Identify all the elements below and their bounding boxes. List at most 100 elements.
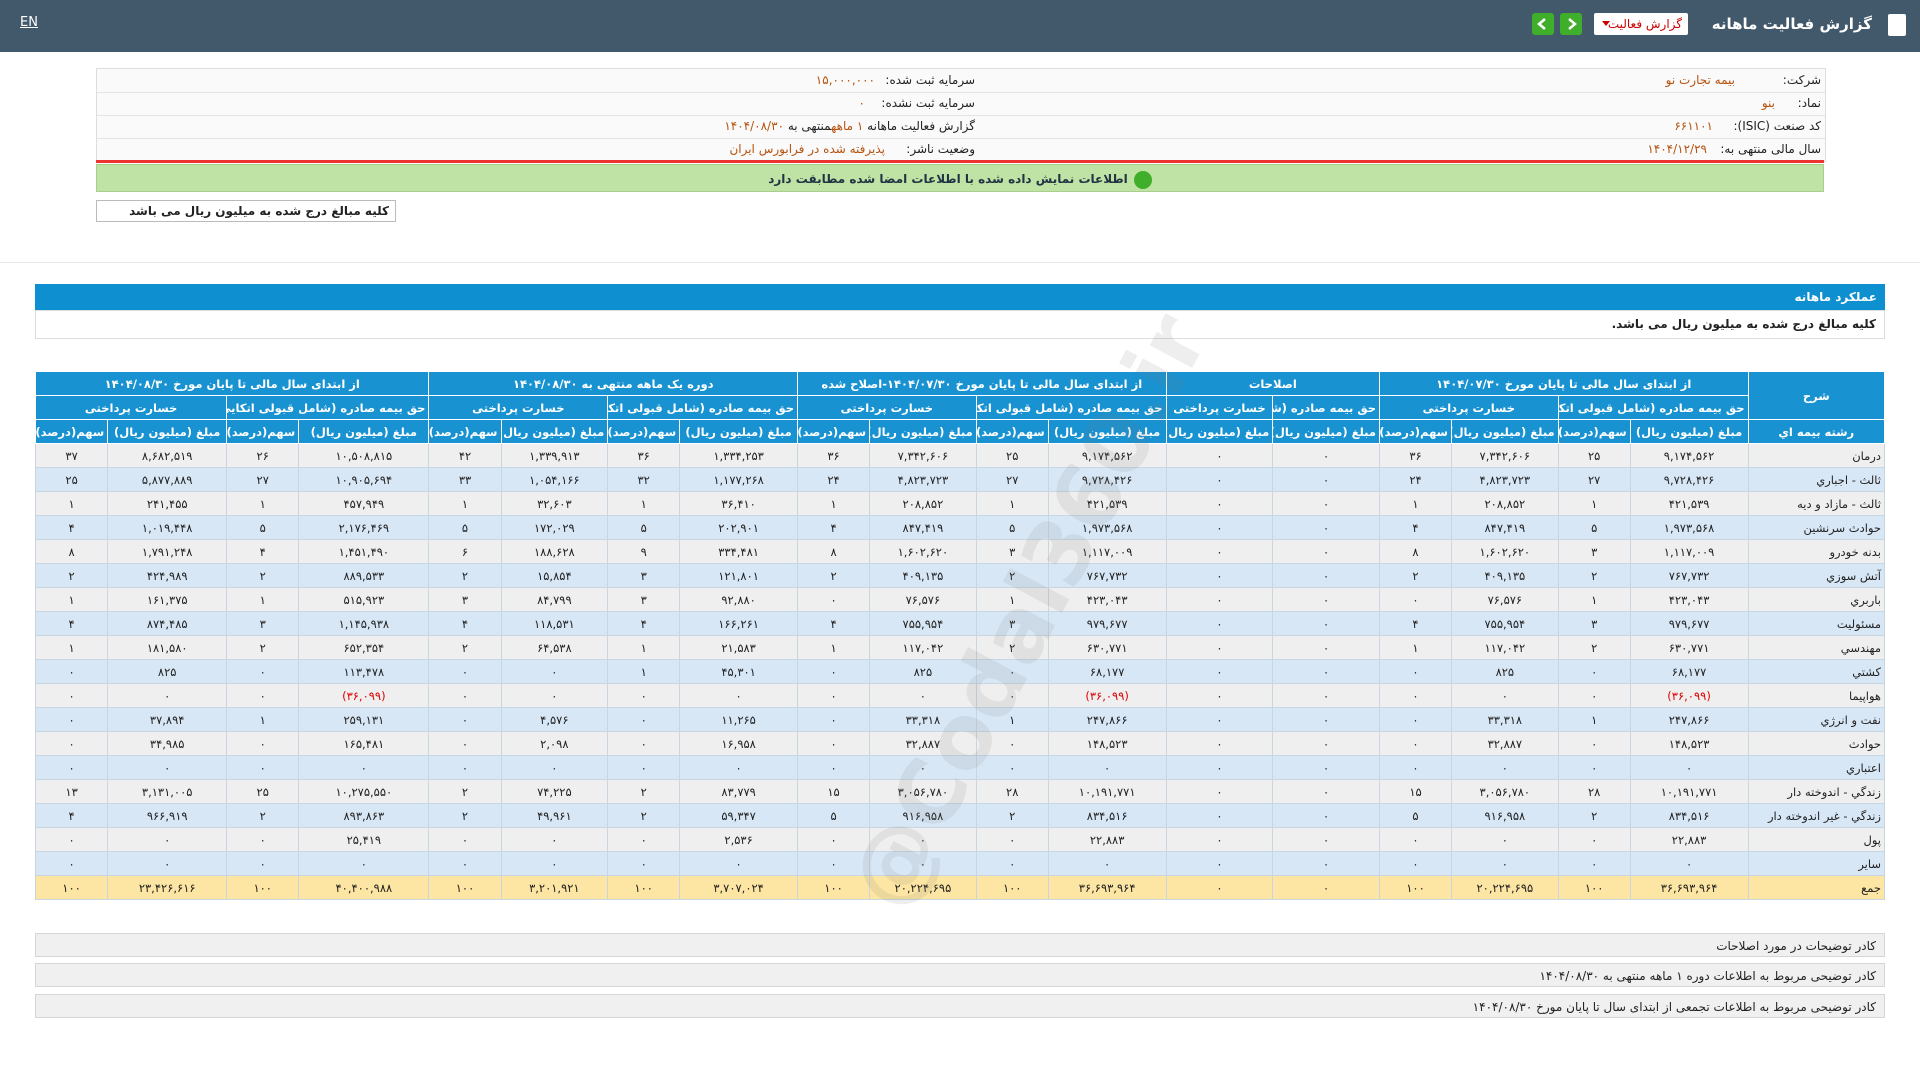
report-line: گزارش فعالیت ماهانه ۱ ماههمنتهی به ۱۴۰۴/… <box>724 115 975 138</box>
cell: ۰ <box>34 683 109 708</box>
cell: ۱۵ <box>797 779 871 804</box>
info-row: سال مالی منتهی به: ۱۴۰۴/۱۲/۲۹ وضعیت ناشر… <box>97 138 1825 161</box>
cell: ۹,۷۲۸,۴۲۶ <box>1047 467 1167 492</box>
cell: ۳۲,۶۰۳ <box>500 491 609 516</box>
doc-icon <box>1888 14 1906 36</box>
value: بیمه تجارت نو <box>1665 73 1735 87</box>
cell: ۱ <box>607 659 681 684</box>
cell: ۰ <box>797 683 871 708</box>
cell: ۲,۱۷۶,۴۶۹ <box>298 515 430 540</box>
cell: ۳۳ <box>428 467 502 492</box>
cell: ۲۸ <box>975 779 1049 804</box>
cell: ۷۶۷,۷۳۲ <box>1047 563 1167 588</box>
cell: ۰ <box>975 755 1049 780</box>
row-label: مهندسي <box>1747 635 1886 660</box>
cell: ۱۰۰ <box>975 875 1049 900</box>
cell: ۲ <box>226 803 300 828</box>
lang-switch[interactable]: EN <box>20 15 38 30</box>
group-header: از ابتدای سال مالی تا پایان مورخ ۱۴۰۴/۰۸… <box>34 371 430 396</box>
table-row: اعتباري ۰ ۰ ۰ ۰ ۰ ۰ ۰ ۰ ۰ ۰ ۰ ۰ ۰ ۰ ۰ ۰ ۰ ۰ <box>34 755 1886 780</box>
cell: ۹,۷۲۸,۴۲۶ <box>1629 467 1749 492</box>
cell: ۰ <box>1165 539 1274 564</box>
cell: ۲۵ <box>226 779 300 804</box>
cell: ۰ <box>428 683 502 708</box>
cell: ۶۳۰,۷۷۱ <box>1629 635 1749 660</box>
cell: ۹۱۶,۹۵۸ <box>1450 803 1559 828</box>
cell: ۰ <box>34 851 109 876</box>
prev-button[interactable] <box>1532 13 1554 35</box>
cell: ۷,۳۴۲,۶۰۶ <box>869 443 977 468</box>
cell: ۰ <box>1165 683 1274 708</box>
cell: ۰ <box>107 683 228 708</box>
table-row: حوادث سرنشين ۱,۹۷۳,۵۶۸ ۵ ۸۴۷,۴۱۹ ۴ ۰ ۰ ۱,۹۷۳,۵۶… <box>34 515 1886 540</box>
cell: ۲۱,۵۸۳ <box>679 635 799 660</box>
value: ۶۶۱۱۰۱ <box>1674 119 1713 133</box>
cell: ۷,۳۴۲,۶۰۶ <box>1450 443 1559 468</box>
cell: ۰ <box>428 707 502 732</box>
cell: ۰ <box>1272 515 1380 540</box>
note-box: کادر توضیحی مربوط به اطلاعات تجمعی از اب… <box>35 994 1885 1018</box>
cell: ۲ <box>428 779 502 804</box>
cell: ۰ <box>1379 827 1452 852</box>
cell: ۸۸۹,۵۳۳ <box>298 563 430 588</box>
cell: ۰ <box>1272 731 1380 756</box>
cell: ۱ <box>226 707 300 732</box>
cell: ۳ <box>975 611 1049 636</box>
cell: ۳,۰۵۶,۷۸۰ <box>869 779 977 804</box>
cell: ۲۶ <box>226 443 300 468</box>
cell: ۹۲,۸۸۰ <box>679 587 799 612</box>
cell: ۱۱۳,۴۷۸ <box>298 659 430 684</box>
next-button[interactable] <box>1560 13 1582 35</box>
cell: ۲,۰۹۸ <box>500 731 609 756</box>
cell: ۹ <box>607 539 681 564</box>
cell: ۱۰۰ <box>1557 875 1631 900</box>
cell: ۳۲,۸۸۷ <box>869 731 977 756</box>
sub-header: خسارت پرداختی <box>428 395 609 420</box>
cell: ۸۴۷,۴۱۹ <box>869 515 977 540</box>
cell: ۰ <box>679 683 799 708</box>
report-select[interactable]: گزارش فعالیت <box>1594 13 1688 35</box>
header-row: حق بیمه صادره (شامل قبولی اتکایی)خسارت پ… <box>34 395 1885 420</box>
cell: ۳۲,۸۸۷ <box>1450 731 1559 756</box>
cell: ۱۳ <box>34 779 109 804</box>
row-label: زندگي - غير اندوخته دار <box>1747 803 1886 828</box>
cell: ۰ <box>500 827 609 852</box>
cell: ۰ <box>1165 803 1274 828</box>
cell: ۰ <box>607 731 681 756</box>
sub-header: خسارت پرداختی <box>1379 395 1559 420</box>
cell: ۱,۱۱۷,۰۰۹ <box>1047 539 1167 564</box>
label: سرمایه ثبت نشده: <box>881 96 975 110</box>
performance-table: شرح از ابتدای سال مالی تا پایان مورخ ۱۴۰۴… <box>34 371 1886 900</box>
row-label: كشتي <box>1747 659 1886 684</box>
cell: ۱۰۰ <box>34 875 109 900</box>
cell: ۰ <box>1165 731 1274 756</box>
cell: ۸۷۴,۴۸۵ <box>107 611 228 636</box>
cell: ۲۲,۸۸۳ <box>1629 827 1749 852</box>
cell: ۱ <box>975 587 1049 612</box>
cell: ۰ <box>1165 491 1274 516</box>
cell: ۶ <box>428 539 502 564</box>
cell: ۱,۶۰۲,۶۲۰ <box>869 539 977 564</box>
cell: ۱۰۰ <box>797 875 871 900</box>
cell: ۰ <box>1165 875 1274 900</box>
label: گزارش فعالیت ماهانه <box>867 119 975 133</box>
cell: ۱۰,۵۰۸,۸۱۵ <box>298 443 430 468</box>
info-box: شرکت: بیمه تجارت نو سرمایه ثبت شده: ۱۵,۰… <box>96 68 1826 162</box>
cell: ۰ <box>607 707 681 732</box>
cell: ۱ <box>1379 491 1452 516</box>
divider <box>96 160 1824 163</box>
cell: ۰ <box>1165 707 1274 732</box>
cell: ۴,۵۷۶ <box>500 707 609 732</box>
row-label: درمان <box>1747 443 1886 468</box>
cell: ۹۶۶,۹۱۹ <box>107 803 228 828</box>
cell: ۳ <box>607 563 681 588</box>
cell: ۰ <box>1047 851 1167 876</box>
cell: ۱۰۰ <box>607 875 681 900</box>
cell: ۴ <box>428 611 502 636</box>
cell: ۵ <box>1557 515 1631 540</box>
cell: ۰ <box>1379 731 1452 756</box>
cell: ۱۲۱,۸۰۱ <box>679 563 799 588</box>
cell: ۲ <box>607 803 681 828</box>
sub-header: حق بیمه صادره (شامل قبولی اتکایی) <box>226 395 430 420</box>
cell: (۳۶,۰۹۹) <box>1047 683 1167 708</box>
